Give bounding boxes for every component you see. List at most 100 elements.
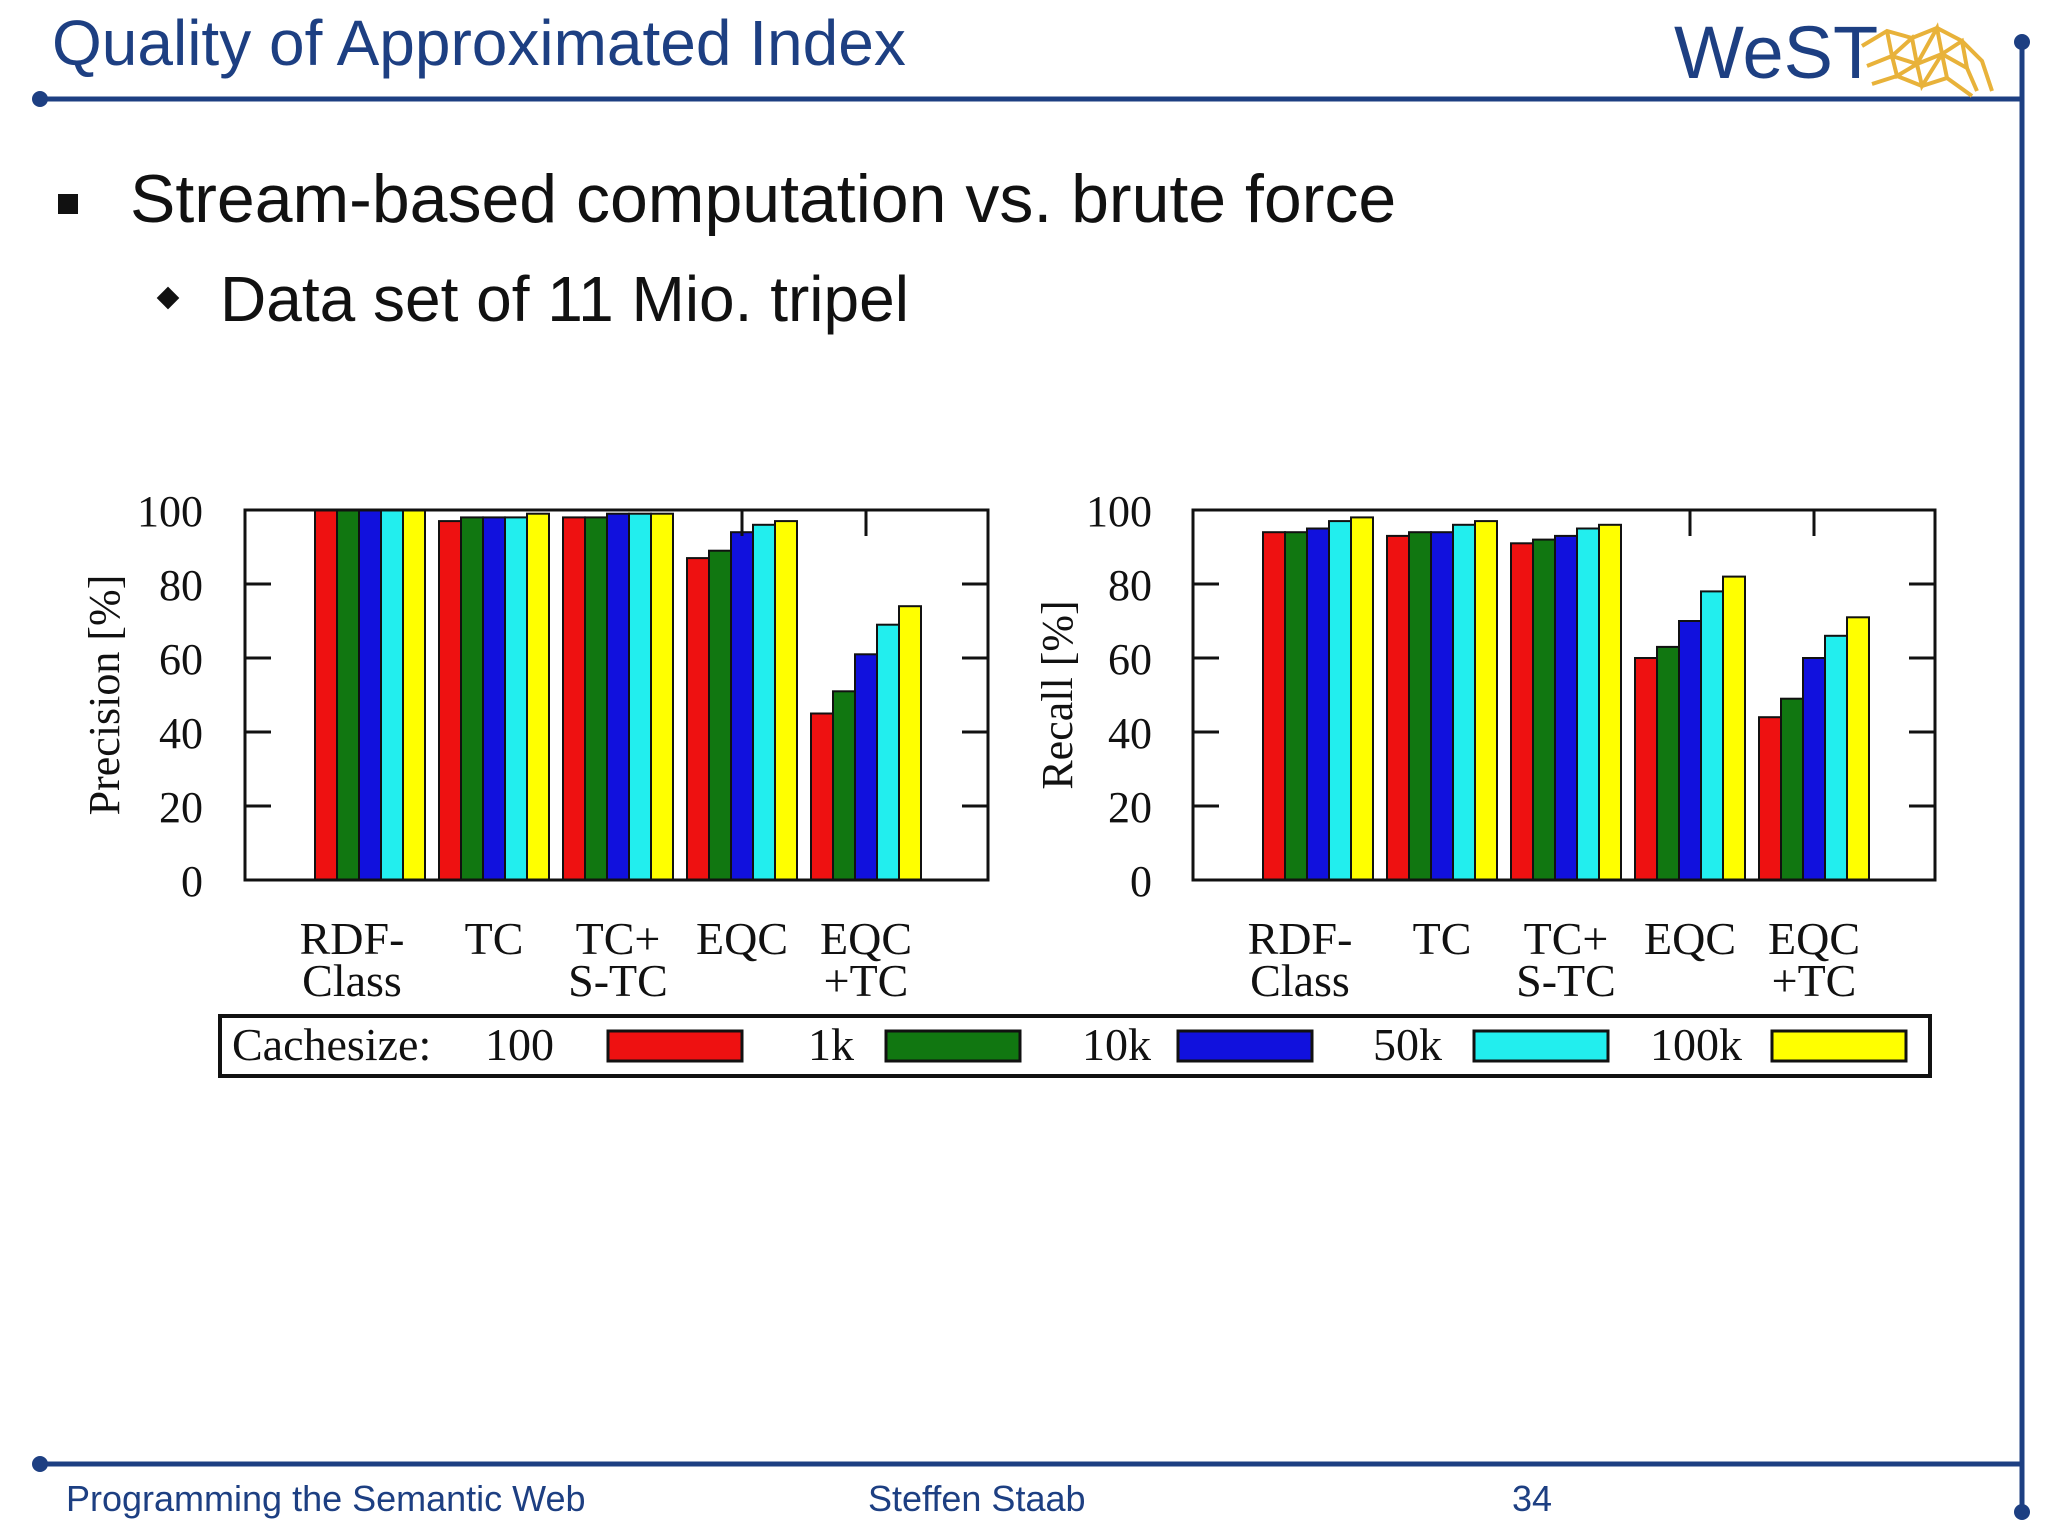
category-label: EQC — [696, 913, 788, 964]
y-axis-label: Recall [%] — [1033, 600, 1082, 789]
legend-title: Cachesize: — [232, 1019, 431, 1070]
category-label: EQC — [1768, 913, 1860, 964]
bar — [1306, 527, 1330, 881]
category-label: S-TC — [1516, 955, 1616, 1006]
y-tick-label: 40 — [1108, 709, 1152, 758]
y-axis-label: Precision [%] — [80, 575, 129, 816]
bullet-level2-text: Data set of 11 Mio. tripel — [220, 263, 909, 335]
y-tick-label: 20 — [159, 783, 203, 832]
bar — [1780, 697, 1804, 882]
legend-swatch — [884, 1029, 1022, 1063]
bar — [1510, 542, 1534, 881]
bar — [1386, 534, 1410, 882]
category-label: TC+ — [576, 913, 661, 964]
category-label: Class — [302, 955, 402, 1006]
legend-swatch — [1770, 1029, 1908, 1063]
legend-label: 100 — [485, 1019, 554, 1070]
bar — [358, 509, 382, 881]
bar — [686, 557, 710, 881]
y-tick-label: 0 — [181, 857, 203, 906]
y-tick-label: 80 — [1108, 561, 1152, 610]
bar — [1576, 527, 1600, 881]
bar — [1350, 516, 1374, 882]
bar — [1846, 616, 1870, 881]
west-logo: WeST — [1674, 11, 1994, 98]
bar — [1802, 657, 1826, 881]
bar — [1722, 575, 1746, 881]
bar — [1824, 634, 1848, 881]
bar — [730, 531, 754, 881]
plot-frame — [243, 508, 990, 882]
y-tick-label: 40 — [159, 709, 203, 758]
logo-text: WeST — [1674, 11, 1878, 94]
bar — [752, 523, 776, 881]
y-tick-label: 60 — [1108, 635, 1152, 684]
bar — [1328, 520, 1352, 881]
footer-page-number: 34 — [1512, 1478, 1553, 1519]
bar — [898, 605, 922, 881]
y-tick-label: 60 — [159, 635, 203, 684]
legend-swatch — [606, 1029, 744, 1063]
bar — [876, 623, 900, 882]
bar — [606, 512, 630, 881]
y-tick-label: 80 — [159, 561, 203, 610]
category-label: RDF- — [300, 913, 405, 964]
bar — [774, 520, 798, 881]
legend-label: 1k — [808, 1019, 854, 1070]
bullet-level1-text: Stream-based computation vs. brute force — [130, 161, 1397, 237]
legend-swatch — [1176, 1029, 1314, 1063]
bar — [1284, 531, 1308, 881]
bar — [1598, 523, 1622, 881]
category-label: EQC — [1644, 913, 1736, 964]
bar — [438, 520, 462, 881]
legend-box — [218, 1014, 1932, 1078]
bar — [708, 549, 732, 881]
legend-label: 100k — [1650, 1019, 1742, 1070]
footer-course: Programming the Semantic Web — [66, 1478, 586, 1519]
slide-title: Quality of Approximated Index — [52, 7, 906, 79]
category-label: TC — [1413, 913, 1472, 964]
bar — [336, 509, 360, 881]
plot-frame — [1191, 508, 1937, 882]
bar — [562, 516, 586, 882]
bar — [1262, 531, 1286, 881]
bar — [628, 512, 652, 881]
bar — [832, 690, 856, 881]
bar — [1656, 645, 1680, 882]
bar — [1758, 716, 1782, 882]
category-label: +TC — [1772, 955, 1857, 1006]
bar — [380, 509, 404, 881]
legend: Cachesize: 100 1k 10k 50k 100k — [218, 1014, 1932, 1078]
category-label: S-TC — [568, 955, 668, 1006]
y-tick-label: 100 — [137, 487, 203, 536]
y-tick-label: 0 — [1130, 857, 1152, 906]
bar — [1634, 657, 1658, 881]
bar — [1554, 534, 1578, 882]
bar — [1430, 531, 1454, 881]
footer-author: Steffen Staab — [868, 1478, 1086, 1519]
bar — [504, 516, 528, 882]
bar — [402, 509, 426, 881]
bar — [526, 512, 550, 881]
bar — [482, 516, 506, 882]
bar — [1700, 590, 1724, 882]
y-tick-label: 20 — [1108, 783, 1152, 832]
bar — [1474, 520, 1498, 881]
bar — [1452, 523, 1476, 881]
bar — [1408, 531, 1432, 881]
y-tick-label: 100 — [1086, 487, 1152, 536]
logo-network-icon — [1860, 22, 1994, 98]
legend-swatch — [1472, 1029, 1610, 1063]
bar — [854, 653, 878, 881]
bar — [314, 509, 338, 881]
category-label: +TC — [824, 955, 909, 1006]
bar — [584, 516, 608, 882]
category-label: RDF- — [1248, 913, 1353, 964]
category-label: Class — [1250, 955, 1350, 1006]
legend-label: 10k — [1082, 1019, 1151, 1070]
legend-label: 50k — [1373, 1019, 1442, 1070]
